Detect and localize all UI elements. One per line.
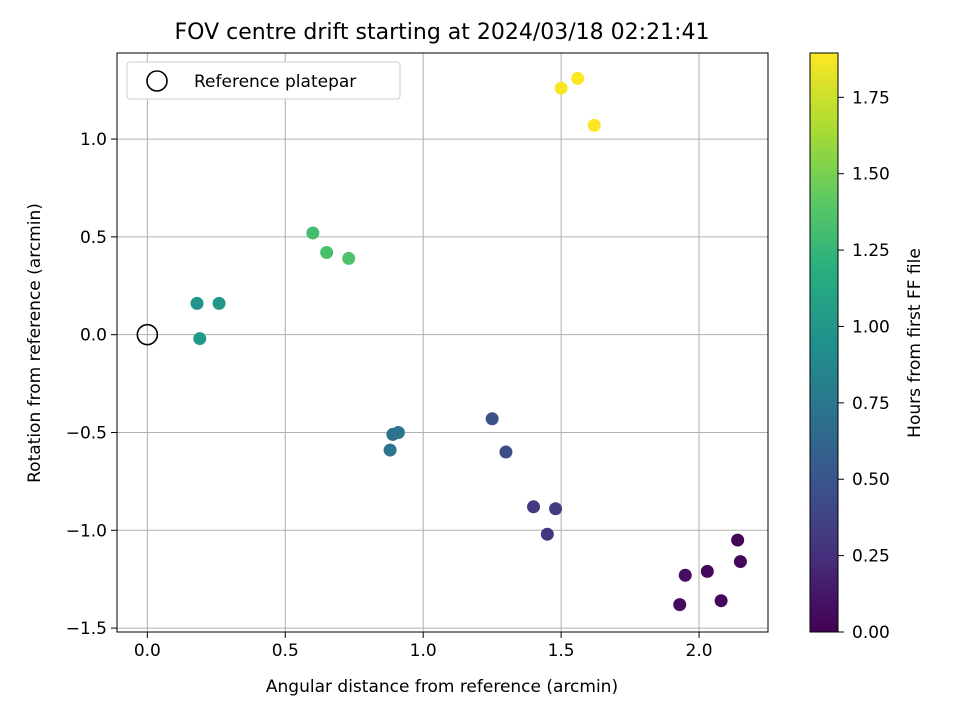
colorbar-tick-label: 0.50	[852, 470, 890, 490]
x-tick-label: 0.5	[272, 641, 299, 661]
legend-box	[126, 61, 401, 100]
data-point	[306, 226, 320, 240]
data-point	[485, 412, 499, 426]
y-axis-ticks: −1.5 −1.0 −0.5 0.0 0.5 1.0	[66, 130, 117, 639]
y-tick-label: −0.5	[66, 423, 107, 443]
y-tick-label: 1.0	[80, 130, 107, 150]
data-point	[391, 425, 405, 439]
data-point	[673, 598, 687, 612]
colorbar-tick-label: 1.50	[852, 165, 890, 185]
data-point	[678, 568, 692, 582]
data-point	[571, 71, 585, 85]
colorbar-tick-label: 0.75	[852, 394, 890, 414]
data-point	[731, 533, 745, 547]
x-tick-label: 0.0	[134, 641, 161, 661]
colorbar-tick-label: 0.25	[852, 547, 890, 567]
colorbar: 0.00 0.25 0.50 0.75 1.00 1.25 1.50 1.75 Hours f…	[809, 52, 925, 643]
data-point	[527, 500, 541, 514]
colorbar-ticks: 0.00 0.25 0.50 0.75 1.00 1.25 1.50 1.75	[838, 88, 890, 643]
y-tick-label: 0.5	[80, 228, 107, 248]
x-axis-ticks: 0.0 0.5 1.0 1.5 2.0	[134, 632, 713, 661]
legend-label-reference-platepar: Reference platepar	[194, 72, 356, 92]
y-tick-label: 0.0	[80, 326, 107, 346]
colorbar-label: Hours from first FF file	[905, 248, 925, 438]
data-points	[190, 71, 747, 612]
data-point	[193, 332, 207, 346]
data-point	[587, 118, 601, 132]
data-point	[190, 296, 204, 310]
data-point	[383, 443, 397, 457]
legend-open-circle-icon	[146, 70, 168, 92]
legend: Reference platepar	[126, 61, 401, 100]
colorbar-gradient	[809, 52, 839, 633]
y-tick-label: −1.0	[66, 521, 107, 541]
colorbar-tick-label: 1.25	[852, 241, 890, 261]
data-point	[549, 502, 563, 516]
colorbar-tick-label: 0.00	[852, 623, 890, 643]
grid-lines	[117, 53, 768, 632]
data-point	[540, 527, 554, 541]
data-point	[714, 594, 728, 608]
y-tick-label: −1.5	[66, 619, 107, 639]
x-tick-label: 2.0	[686, 641, 713, 661]
data-point	[499, 445, 513, 459]
data-point	[342, 251, 356, 265]
data-point	[320, 246, 334, 260]
y-axis-label: Rotation from reference (arcmin)	[25, 203, 45, 483]
x-tick-label: 1.5	[548, 641, 575, 661]
x-axis-label: Angular distance from reference (arcmin)	[266, 677, 618, 697]
data-point	[733, 555, 747, 569]
data-point	[554, 81, 568, 95]
data-point	[700, 564, 714, 578]
data-point	[212, 296, 226, 310]
reference-platepar-marker	[136, 323, 159, 346]
plot-frame	[116, 52, 769, 633]
x-tick-label: 1.0	[410, 641, 437, 661]
chart-title: FOV centre drift starting at 2024/03/18 …	[175, 20, 710, 45]
colorbar-tick-label: 1.75	[852, 88, 890, 108]
colorbar-tick-label: 1.00	[852, 317, 890, 337]
